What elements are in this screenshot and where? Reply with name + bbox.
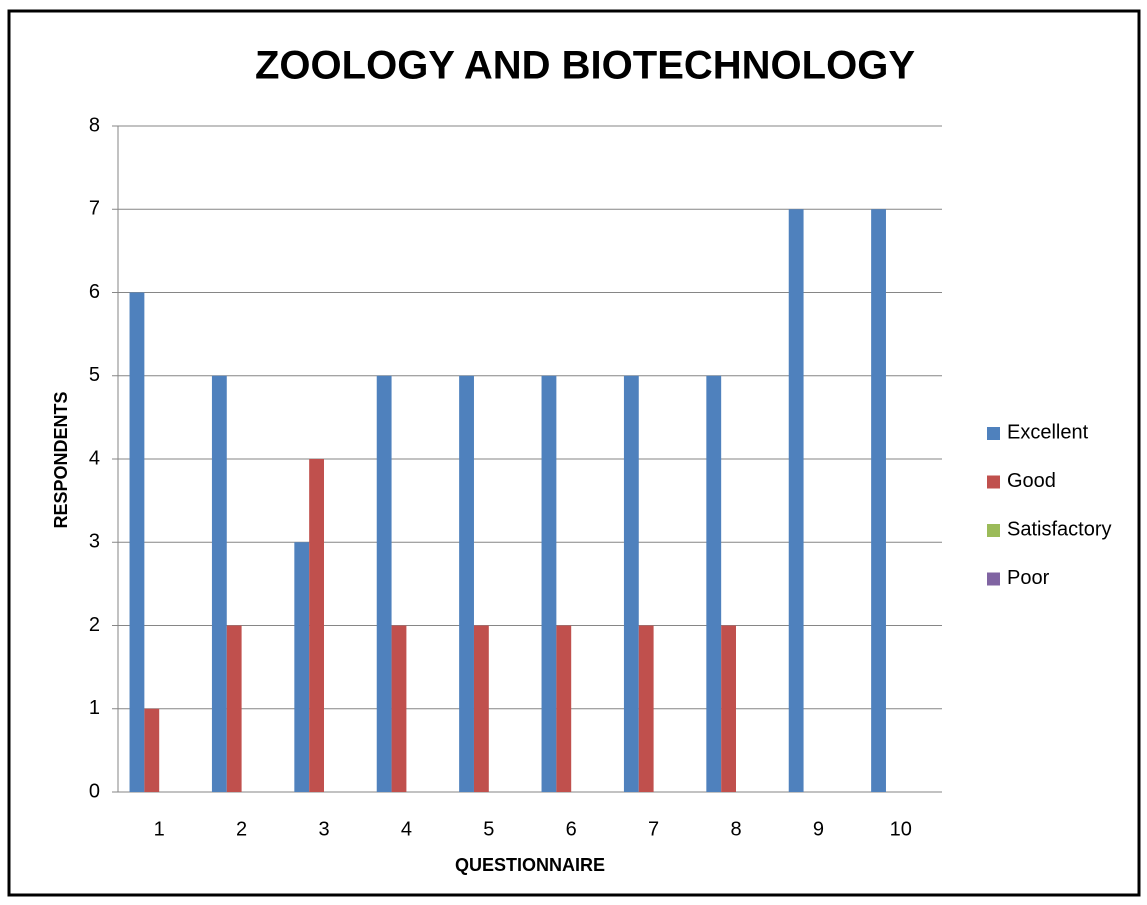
chart-border (7, 9, 1141, 897)
y-tick-label: 1 (89, 697, 100, 719)
y-tick-label: 3 (89, 531, 100, 553)
bar (211, 375, 227, 792)
y-tick-label: 0 (89, 780, 100, 802)
x-tick-label: 7 (648, 818, 659, 840)
y-tick-label: 2 (89, 614, 100, 636)
bar (638, 625, 654, 792)
bar (144, 708, 160, 792)
y-tick-label: 6 (89, 281, 100, 303)
bar (226, 625, 242, 792)
bar (788, 209, 804, 792)
bar (541, 375, 557, 792)
bar (376, 375, 392, 792)
x-tick-label: 5 (483, 818, 494, 840)
x-tick-label: 6 (566, 818, 577, 840)
y-tick-label: 4 (89, 447, 100, 469)
y-axis-title: RESPONDENTS (51, 391, 71, 528)
legend-label: Good (1007, 470, 1056, 492)
x-tick-label: 10 (890, 818, 912, 840)
x-tick-label: 4 (401, 818, 412, 840)
legend-swatch (987, 475, 1000, 489)
x-tick-label: 8 (730, 818, 741, 840)
bar (871, 209, 886, 792)
legend-swatch (987, 427, 1000, 440)
bar (459, 375, 474, 792)
chart-title: ZOOLOGY AND BIOTECHNOLOGY (255, 44, 915, 88)
y-tick-label: 8 (89, 114, 100, 136)
bar (706, 375, 722, 792)
bar (623, 375, 639, 792)
bar (556, 625, 572, 792)
legend-label: Poor (1007, 567, 1050, 589)
bar (129, 292, 145, 792)
x-tick-label: 2 (236, 818, 247, 840)
x-axis-title: QUESTIONNAIRE (455, 855, 605, 875)
legend-label: Satisfactory (1007, 518, 1111, 540)
legend-label: Excellent (1007, 421, 1089, 443)
bar (309, 459, 324, 792)
bar (473, 625, 489, 792)
x-tick-label: 9 (813, 818, 824, 840)
x-tick-label: 3 (318, 818, 329, 840)
x-tick-label: 1 (154, 818, 165, 840)
legend-swatch (987, 572, 1000, 586)
y-tick-label: 7 (89, 198, 100, 220)
legend-swatch (987, 524, 1000, 537)
bar (721, 625, 736, 792)
bar (391, 625, 407, 792)
bar (294, 542, 310, 792)
y-tick-label: 5 (89, 364, 100, 386)
